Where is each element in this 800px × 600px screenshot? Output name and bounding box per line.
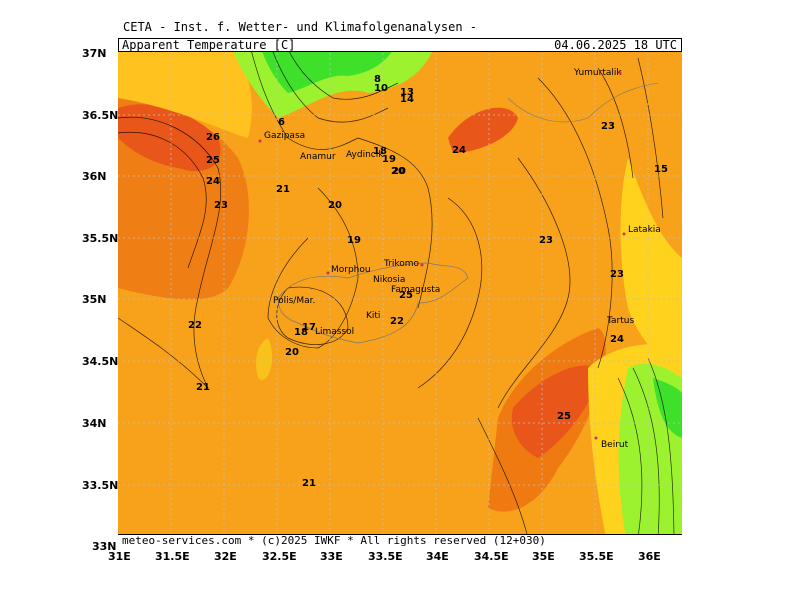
contour-label: 17	[302, 322, 316, 333]
contour-label: 6	[278, 117, 285, 128]
contour-label: 15	[654, 164, 668, 175]
x-tick-35-5e: 35.5E	[579, 550, 614, 563]
contour-label: 25	[206, 155, 220, 166]
contour-label: 22	[390, 316, 404, 327]
city-beirut: Beirut	[601, 440, 629, 450]
city-gazipasa: Gazipasa	[264, 131, 305, 141]
city-latakia: Latakia	[628, 225, 661, 235]
cyprus-coast	[277, 262, 469, 344]
contour-label: 19	[382, 154, 396, 165]
contour-label: 24	[610, 334, 624, 345]
contour-label: 26	[206, 132, 220, 143]
x-tick-36e: 36E	[638, 550, 661, 563]
x-tick-32e: 32E	[214, 550, 237, 563]
variable-title: Apparent_Temperature [C]	[122, 38, 296, 52]
city-nikosia: Nikosia	[373, 275, 405, 285]
contour-label: 23	[214, 200, 228, 211]
contour-label: 24	[452, 145, 466, 156]
contour-lines	[118, 38, 675, 539]
field-red-nw	[118, 104, 221, 172]
city-polis: Polis/Mar.	[273, 296, 315, 306]
header-text: CETA - Inst. f. Wetter- und Klimafolgena…	[123, 20, 478, 34]
y-tick-33n: 33N	[92, 540, 117, 553]
x-tick-33-5e: 33.5E	[368, 550, 403, 563]
city-tartus: Tartus	[606, 316, 634, 326]
city-anamur: Anamur	[300, 152, 336, 162]
y-tick-34n: 34N	[82, 417, 107, 430]
title-bar: Apparent_Temperature [C] 04.06.2025 18 U…	[118, 38, 682, 52]
map-canvas: Yumurtalik Gazipasa Anamur Aydincik Lata…	[118, 38, 682, 548]
x-tick-31e: 31E	[108, 550, 131, 563]
city-trikomo: Trikomo	[383, 259, 420, 269]
field-red-n	[448, 107, 518, 153]
contour-label: 25	[557, 411, 571, 422]
coast-east	[507, 82, 659, 123]
contour-label: 19	[347, 235, 361, 246]
y-tick-37n: 37N	[82, 47, 107, 60]
contour-label: 18	[294, 327, 308, 338]
field-yellow-w	[256, 338, 273, 380]
contour-label: 23	[610, 269, 624, 280]
contour-label: 20	[285, 347, 299, 358]
y-tick-33-5n: 33.5N	[82, 479, 119, 492]
field-yellow-nw	[118, 38, 252, 138]
contour-label: 21	[196, 382, 210, 393]
graticule	[118, 38, 682, 548]
contour-label: 18	[373, 146, 387, 157]
contour-value-labels: 26 25 24 23 22 21 21 20 20 19 17 18 20 2…	[188, 74, 668, 546]
contour-label: 20	[391, 166, 405, 177]
x-tick-31-5e: 31.5E	[155, 550, 190, 563]
footer-copyright: meteo-services.com * (c)2025 IWKF * All …	[122, 534, 546, 547]
city-aydincik: Aydincik	[346, 150, 384, 160]
city-famagusta: Famagusta	[391, 285, 440, 295]
city-limassol: Limassol	[315, 327, 354, 337]
x-tick-34e: 34E	[426, 550, 449, 563]
y-tick-35n: 35N	[82, 293, 107, 306]
y-tick-34-5n: 34.5N	[82, 355, 119, 368]
datetime-title: 04.06.2025 18 UTC	[554, 38, 677, 52]
field-yellow-east	[620, 158, 682, 378]
x-tick-33e: 33E	[320, 550, 343, 563]
contour-label: 13	[400, 87, 414, 98]
city-kiti: Kiti	[366, 311, 380, 321]
contour-label: 23	[539, 235, 553, 246]
field-red-e	[511, 365, 598, 458]
footer-bar: meteo-services.com * (c)2025 IWKF * All …	[118, 534, 682, 548]
city-labels: Yumurtalik Gazipasa Anamur Aydincik Lata…	[258, 68, 661, 450]
city-morphou: Morphou	[331, 265, 371, 275]
contour-label: 24	[206, 176, 220, 187]
contour-label: 21	[276, 184, 290, 195]
y-tick-36-5n: 36.5N	[82, 109, 119, 122]
contour-label: 20	[328, 200, 342, 211]
x-tick-35e: 35E	[532, 550, 555, 563]
x-tick-34-5e: 34.5E	[474, 550, 509, 563]
y-tick-35-5n: 35.5N	[82, 232, 119, 245]
contour-label: 23	[601, 121, 615, 132]
contour-label: 10	[374, 83, 388, 94]
contour-label: 20	[392, 166, 406, 177]
y-tick-36n: 36N	[82, 170, 107, 183]
contour-label: 21	[302, 478, 316, 489]
contour-label: 14	[400, 94, 414, 105]
city-yumurtalik: Yumurtalik	[573, 68, 622, 78]
contour-label: 8	[374, 74, 381, 85]
contour-label: 25	[399, 290, 413, 301]
contour-label: 22	[188, 320, 202, 331]
x-tick-32-5e: 32.5E	[262, 550, 297, 563]
